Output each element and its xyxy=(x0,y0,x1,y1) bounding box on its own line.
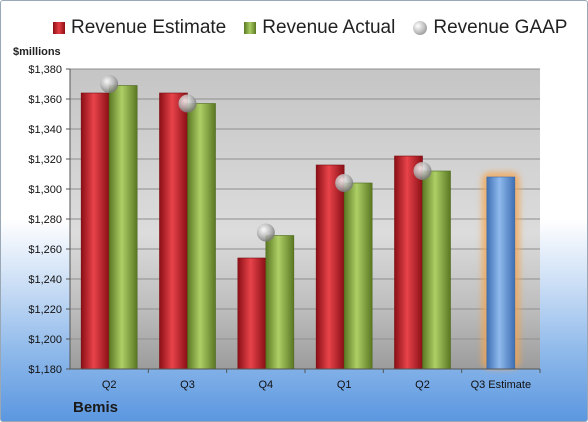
actual-swatch xyxy=(244,22,257,34)
bars xyxy=(80,85,520,370)
gaap-markers xyxy=(100,75,432,242)
legend-item-estimate: Revenue Estimate xyxy=(53,17,226,39)
bar-revenue-estimate xyxy=(159,92,188,370)
y-tick-label: $1,260 xyxy=(28,244,62,256)
x-tick-label: Q3 xyxy=(180,379,195,391)
legend-item-actual: Revenue Actual xyxy=(244,17,395,39)
legend-label-actual: Revenue Actual xyxy=(262,17,396,38)
y-tick-label: $1,280 xyxy=(28,214,62,226)
x-tick-label: Q3 Estimate xyxy=(471,379,532,391)
gridlines xyxy=(70,68,540,370)
y-tick-label: $1,340 xyxy=(28,124,62,136)
bar-revenue-estimate xyxy=(237,257,267,370)
y-tick-label: $1,240 xyxy=(28,274,62,286)
y-tick-label: $1,300 xyxy=(28,184,62,196)
y-tick-label: $1,360 xyxy=(28,94,62,106)
bar-revenue-estimate xyxy=(80,92,110,370)
y-axis-unit-label: $millions xyxy=(13,46,61,58)
bar-revenue-forecast xyxy=(486,176,516,370)
y-tick-label: $1,320 xyxy=(28,154,62,166)
x-tick-label: Q4 xyxy=(258,379,273,391)
legend: Revenue Estimate Revenue Actual Revenue … xyxy=(53,17,579,39)
gaap-marker xyxy=(256,223,275,242)
gaap-marker xyxy=(335,174,354,192)
estimate-swatch xyxy=(53,22,65,34)
legend-label-estimate: Revenue Estimate xyxy=(71,17,227,38)
x-tick-label: Q2 xyxy=(415,379,430,391)
legend-item-gaap: Revenue GAAP xyxy=(413,17,567,39)
bar-revenue-estimate xyxy=(315,164,345,370)
company-name: Bemis xyxy=(73,399,119,416)
legend-label-gaap: Revenue GAAP xyxy=(433,17,568,38)
y-tick-label: $1,220 xyxy=(28,304,62,316)
y-tick-label: $1,180 xyxy=(28,364,62,376)
bar-revenue-actual xyxy=(343,182,373,370)
axes: $1,180 $1,200 $1,220 $1,240 $1,260 $1,280 $1,3… xyxy=(28,64,541,391)
bar-revenue-actual xyxy=(265,235,295,370)
gaap-marker xyxy=(178,94,197,113)
y-tick-label: $1,380 xyxy=(28,64,62,76)
x-tick-label: Q2 xyxy=(102,379,117,391)
gaap-swatch xyxy=(413,21,428,35)
gaap-marker xyxy=(100,75,119,93)
y-tick-label: $1,200 xyxy=(28,334,62,346)
bar-revenue-actual xyxy=(108,85,138,370)
bar-revenue-actual xyxy=(422,170,451,370)
x-tick-label: Q1 xyxy=(337,379,352,391)
bar-revenue-actual xyxy=(187,103,216,370)
bar-revenue-estimate xyxy=(394,155,423,370)
gaap-marker xyxy=(413,162,432,180)
